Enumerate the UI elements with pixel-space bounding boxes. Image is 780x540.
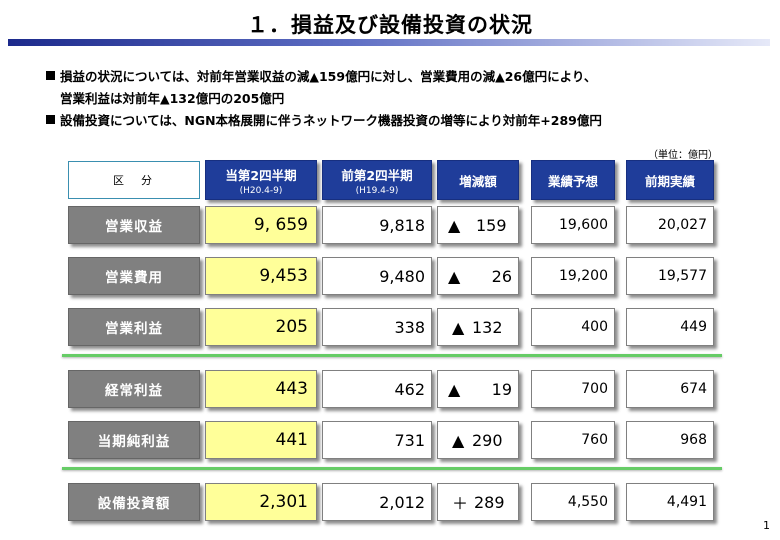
row-label-operating-revenue: 営業収益 (68, 206, 200, 244)
header-previous-label: 前第2四半期 (341, 167, 413, 183)
change-mark: ▲ (448, 215, 461, 235)
square-bullet-icon (46, 71, 55, 80)
cell-current: 205 (205, 308, 317, 346)
cell-change: ＋ 289 (437, 483, 519, 521)
row-label-ordinary-income: 経常利益 (68, 370, 200, 408)
header-prior-result: 前期実績 (626, 160, 714, 200)
section-separator (62, 467, 722, 470)
cell-prior-result: 20,027 (626, 206, 714, 244)
change-value: 19 (491, 379, 512, 399)
cell-previous: 338 (322, 308, 432, 346)
square-bullet-icon (46, 115, 55, 124)
bullet-1-text: 損益の状況については、対前年営業収益の減▲159億円に対し、営業費用の減▲26億… (60, 69, 597, 84)
cell-previous: 9,480 (322, 257, 432, 295)
cell-forecast: 700 (531, 370, 615, 408)
section-separator (62, 354, 722, 357)
bullet-1: 損益の状況については、対前年営業収益の減▲159億円に対し、営業費用の減▲26億… (46, 66, 596, 85)
change-value: 290 (472, 430, 503, 450)
cell-forecast: 400 (531, 308, 615, 346)
header-category: 区 分 (68, 161, 200, 199)
row-label-operating-expenses: 営業費用 (68, 257, 200, 295)
change-mark: ▲ (452, 317, 465, 337)
cell-change: ▲ 132 (437, 308, 519, 346)
header-change: 増減額 (437, 160, 519, 200)
cell-current: 9,453 (205, 257, 317, 295)
cell-previous: 731 (322, 421, 432, 459)
bullet-2-text: 設備投資については、NGN本格展開に伴うネットワーク機器投資の増等により対前年+… (60, 113, 602, 128)
cell-change: ▲ 19 (437, 370, 519, 408)
change-value: 132 (472, 317, 503, 337)
row-label-operating-income: 営業利益 (68, 308, 200, 346)
header-current-sub: (H20.4-9) (239, 185, 283, 196)
page-number: 1 (763, 519, 770, 532)
change-mark: ▲ (448, 266, 461, 286)
cell-prior-result: 674 (626, 370, 714, 408)
cell-previous: 462 (322, 370, 432, 408)
change-value: 289 (474, 492, 505, 512)
change-mark: ▲ (452, 430, 465, 450)
cell-current: 443 (205, 370, 317, 408)
change-value: 159 (476, 215, 507, 235)
cell-prior-result: 19,577 (626, 257, 714, 295)
cell-change: ▲ 26 (437, 257, 519, 295)
cell-change: ▲ 159 (437, 206, 519, 244)
header-previous-sub: (H19.4-9) (355, 185, 399, 196)
cell-current: 441 (205, 421, 317, 459)
cell-forecast: 4,550 (531, 483, 615, 521)
cell-forecast: 19,600 (531, 206, 615, 244)
bullet-1-continuation: 営業利益は対前年▲132億円の205億円 (60, 91, 285, 106)
header-previous-period: 前第2四半期 (H19.4-9) (322, 160, 432, 200)
row-label-capex: 設備投資額 (68, 483, 200, 521)
title-underline-bar (8, 39, 770, 46)
cell-prior-result: 968 (626, 421, 714, 459)
bullet-2: 設備投資については、NGN本格展開に伴うネットワーク機器投資の増等により対前年+… (46, 110, 602, 129)
cell-forecast: 760 (531, 421, 615, 459)
header-forecast: 業績予想 (531, 160, 615, 200)
cell-previous: 9,818 (322, 206, 432, 244)
unit-note: （単位：億円） (648, 150, 718, 161)
page-title: １．損益及び設備投資の状況 (247, 13, 533, 37)
cell-current: 2,301 (205, 483, 317, 521)
change-mark: ▲ (448, 379, 461, 399)
cell-forecast: 19,200 (531, 257, 615, 295)
row-label-net-income: 当期純利益 (68, 421, 200, 459)
change-mark: ＋ (452, 494, 469, 513)
cell-change: ▲ 290 (437, 421, 519, 459)
change-value: 26 (491, 266, 512, 286)
cell-prior-result: 449 (626, 308, 714, 346)
cell-current: 9, 659 (205, 206, 317, 244)
cell-previous: 2,012 (322, 483, 432, 521)
header-current-period: 当第2四半期 (H20.4-9) (205, 160, 317, 200)
cell-prior-result: 4,491 (626, 483, 714, 521)
header-current-label: 当第2四半期 (225, 167, 297, 183)
